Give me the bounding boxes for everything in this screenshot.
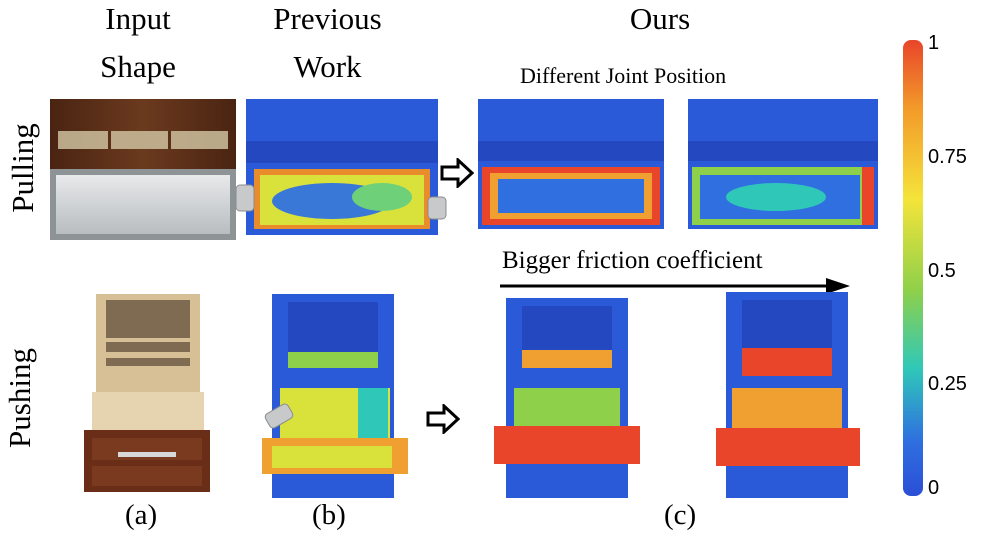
column-a-line1: Input <box>105 1 171 36</box>
caption-b: (b) <box>312 499 346 531</box>
column-c-subtitle: Different Joint Position <box>520 63 727 88</box>
input-shape-cabinet <box>50 99 236 240</box>
ours-pulling-heatmap-1 <box>478 99 664 229</box>
ours-pushing-heatmap-2 <box>716 292 860 498</box>
row-label-pushing: Pushing <box>2 348 37 448</box>
colorbar-tick-05: 0.5 <box>928 260 956 282</box>
column-a-line2: Shape <box>100 49 176 84</box>
colorbar-tick-1: 1 <box>928 32 940 54</box>
colorbar-tick-075: 0.75 <box>928 146 967 168</box>
arrow-right-icon-bottom <box>426 404 460 434</box>
column-a-title: Input Shape <box>78 2 198 84</box>
row-label-pulling: Pulling <box>5 123 40 213</box>
previous-work-pulling-heatmap <box>235 99 447 235</box>
colorbar-tick-0: 0 <box>928 477 940 499</box>
column-b-line1: Previous <box>273 1 382 36</box>
column-b-line2: Work <box>293 49 362 84</box>
previous-work-pushing-heatmap <box>262 294 408 498</box>
column-b-title: Previous Work <box>250 2 405 84</box>
friction-arrow-icon <box>500 278 850 294</box>
caption-a: (a) <box>125 499 158 531</box>
caption-c: (c) <box>664 499 697 531</box>
colorbar-tick-025: 0.25 <box>928 373 967 395</box>
friction-arrow-label: Bigger friction coefficient <box>502 247 763 274</box>
column-c-title: Ours <box>629 1 691 36</box>
arrow-right-icon <box>440 158 474 188</box>
ours-pulling-heatmap-2 <box>688 99 878 229</box>
input-shape-drawer <box>84 294 210 492</box>
ours-pushing-heatmap-1 <box>494 298 640 498</box>
colorbar <box>903 40 923 496</box>
